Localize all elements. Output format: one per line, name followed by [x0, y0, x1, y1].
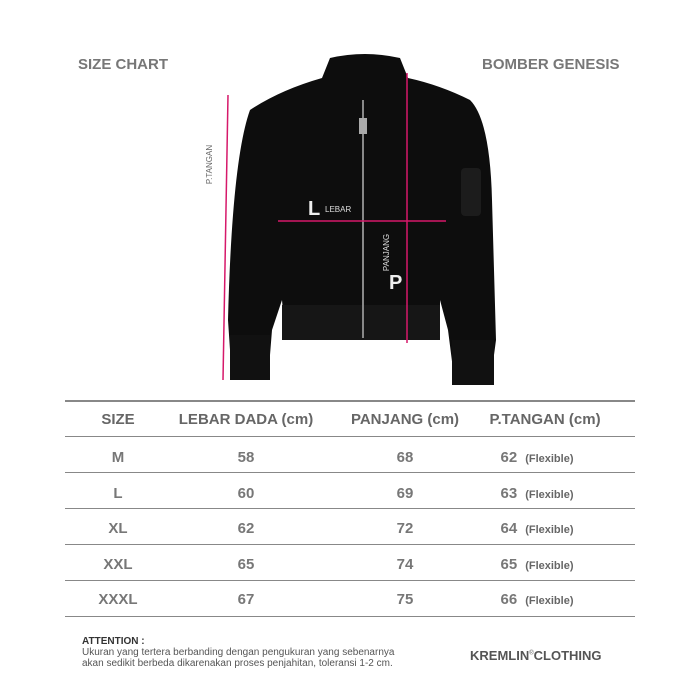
table-divider — [65, 544, 635, 545]
tangan-value: 64 — [500, 520, 518, 537]
product-title: BOMBER GENESIS — [482, 56, 620, 73]
brand-logo: KREMLIN®CLOTHING — [470, 648, 602, 663]
cell-size: M — [111, 449, 125, 466]
width-label: LEBAR — [325, 205, 352, 214]
cell-tangan: 65 (Flexible) — [501, 556, 574, 573]
cell-size: XXXL — [98, 591, 138, 608]
table-divider — [65, 472, 635, 473]
cell-size: XXL — [103, 555, 133, 573]
length-label: PANJANG — [382, 233, 392, 272]
cell-lebar: 58 — [237, 449, 255, 466]
cell-panjang: 75 — [396, 591, 414, 608]
flexible-note: (Flexible) — [525, 488, 574, 501]
table-divider — [65, 616, 635, 617]
tangan-value: 65 — [500, 555, 518, 573]
flexible-note: (Flexible) — [525, 524, 574, 536]
cell-lebar: 60 — [237, 484, 255, 502]
length-letter: P — [389, 272, 403, 294]
table-divider — [65, 580, 635, 581]
flexible-note: (Flexible) — [525, 595, 574, 607]
cell-panjang: 68 — [396, 449, 414, 466]
brand-suffix: CLOTHING — [533, 648, 602, 663]
cell-lebar: 62 — [237, 520, 255, 537]
attention-line-1: Ukuran yang tertera berbanding dengan pe… — [82, 647, 395, 658]
cell-tangan: 66 (Flexible) — [501, 591, 574, 608]
flexible-note: (Flexible) — [525, 559, 574, 572]
cell-panjang: 74 — [396, 555, 414, 573]
cell-size: L — [113, 484, 123, 502]
cell-tangan: 64 (Flexible) — [501, 520, 574, 537]
size-chart-title: SIZE CHART — [78, 56, 168, 73]
header-lebar: LEBAR DADA (cm) — [178, 411, 314, 428]
brand-mark: ® — [529, 650, 534, 657]
attention-line-2: akan sedikit berbeda dikarenakan proses … — [82, 658, 393, 669]
cell-tangan: 62 (Flexible) — [501, 449, 574, 466]
table-divider — [65, 508, 635, 509]
tangan-value: 66 — [500, 591, 518, 608]
tangan-value: 62 — [500, 449, 518, 466]
zipper-pull — [359, 118, 367, 134]
header-tangan: P.TANGAN (cm) — [489, 411, 601, 428]
brand-name: KREMLIN — [470, 648, 530, 663]
cell-lebar: 65 — [237, 555, 255, 573]
cell-lebar: 67 — [237, 591, 255, 608]
width-letter: L — [308, 198, 321, 220]
flexible-note: (Flexible) — [525, 453, 574, 465]
cell-size: XL — [108, 520, 128, 537]
table-divider — [65, 400, 635, 402]
header-panjang: PANJANG (cm) — [350, 411, 460, 428]
attention-title: ATTENTION : — [82, 636, 145, 647]
sleeve-measure-line — [222, 94, 229, 381]
cell-panjang: 72 — [396, 520, 414, 537]
table-divider — [65, 436, 635, 437]
cell-panjang: 69 — [396, 484, 414, 502]
tangan-value: 63 — [500, 484, 518, 502]
cell-tangan: 63 (Flexible) — [501, 485, 574, 502]
header-size: SIZE — [101, 411, 135, 428]
jacket-diagram — [222, 54, 496, 385]
sleeve-label: P.TANGAN — [205, 144, 215, 185]
